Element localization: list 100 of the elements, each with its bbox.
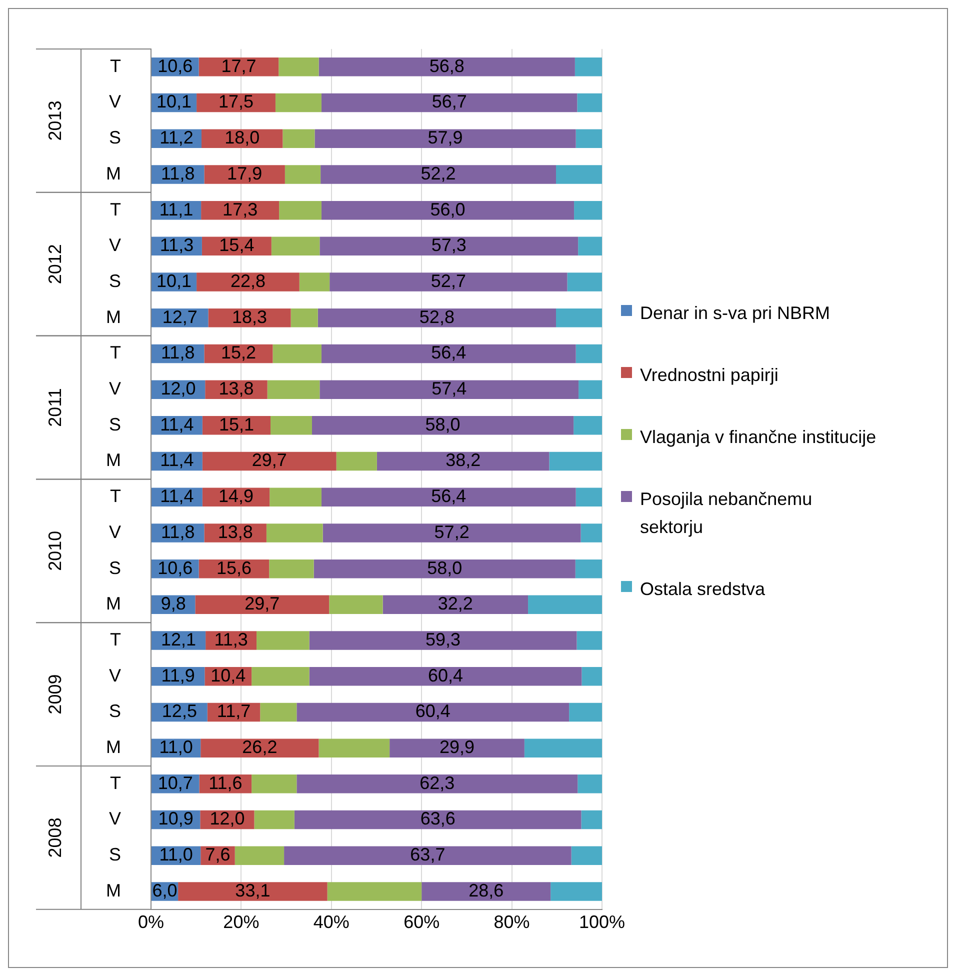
data-label: 15,2 — [220, 342, 256, 363]
data-label: 10,6 — [158, 558, 193, 578]
data-label: 13,8 — [218, 378, 254, 399]
legend-label: Posojila nebančnemu sektorju — [640, 488, 814, 539]
data-label: 29,7 — [244, 594, 280, 614]
bar — [314, 129, 576, 148]
bar — [321, 344, 576, 364]
data-label: 11,7 — [216, 701, 251, 722]
data-label: 11,4 — [160, 486, 194, 506]
bar — [578, 774, 602, 794]
data-label: 56,7 — [432, 92, 467, 112]
data-label: 17,3 — [222, 199, 258, 220]
data-label: 12,0 — [160, 378, 196, 399]
bar — [267, 380, 320, 399]
y-tick-label: M — [106, 737, 121, 758]
data-label: 38,2 — [446, 450, 481, 470]
data-label: 12,7 — [162, 306, 198, 327]
y-tick-label: V — [108, 665, 121, 686]
bar — [578, 236, 602, 256]
bar — [581, 810, 602, 830]
bar — [234, 846, 284, 865]
y-tick-label: S — [108, 558, 121, 578]
bar — [270, 416, 312, 435]
data-label: 22,8 — [230, 270, 266, 291]
bar — [578, 380, 602, 399]
data-label: 59,3 — [425, 629, 461, 650]
y-tick-label: M — [106, 306, 121, 327]
bar — [330, 272, 568, 292]
data-label: 18,0 — [224, 128, 260, 148]
bar — [390, 738, 524, 758]
data-label: 11,1 — [159, 199, 194, 220]
data-label: 57,2 — [434, 522, 470, 542]
y-tick-label: T — [110, 629, 121, 650]
data-label: 56,4 — [431, 342, 466, 363]
bar — [321, 200, 574, 220]
data-label: 57,9 — [428, 128, 463, 148]
bar — [254, 810, 294, 830]
bar — [550, 882, 602, 901]
bar — [284, 165, 321, 184]
y-tick-label: T — [110, 199, 121, 220]
data-label: 10,7 — [158, 772, 193, 793]
data-label: 14,9 — [218, 486, 254, 506]
y-tick-label: V — [108, 235, 121, 256]
bar — [574, 200, 602, 220]
data-label: 10,4 — [210, 665, 246, 686]
data-label: 52,2 — [420, 163, 456, 184]
bar — [318, 308, 556, 328]
bar — [320, 165, 556, 184]
data-label: 11,4 — [160, 414, 194, 434]
data-label: 57,4 — [432, 378, 467, 399]
data-label: 11,3 — [160, 235, 194, 256]
bar — [314, 559, 576, 578]
y-tick-label: V — [108, 808, 121, 829]
data-label: 9,8 — [160, 594, 186, 614]
y-tick-label: S — [108, 844, 121, 865]
data-label: 15,1 — [218, 414, 254, 434]
legend-label: Vrednostni papirji — [640, 364, 780, 387]
data-label: 12,1 — [161, 629, 196, 650]
bar — [299, 272, 330, 292]
data-label: 56,8 — [429, 56, 464, 76]
bar — [576, 129, 602, 148]
bar — [556, 308, 602, 328]
data-label: 17,9 — [227, 163, 262, 184]
data-label: 11,4 — [160, 450, 194, 470]
bar — [336, 452, 377, 471]
text: 2008 — [44, 818, 65, 858]
bar — [571, 846, 602, 865]
y-tick-label: T — [110, 342, 121, 363]
bar — [422, 882, 551, 901]
data-label: 58,0 — [427, 558, 462, 578]
bar — [575, 559, 602, 578]
bar — [321, 93, 578, 112]
bar — [270, 488, 322, 506]
y-tick-label: S — [108, 270, 121, 291]
data-label: 52,8 — [419, 306, 454, 327]
bar — [327, 882, 422, 901]
bar — [278, 58, 319, 76]
bar — [309, 631, 577, 650]
bar — [296, 702, 570, 722]
y-tick-label: V — [108, 378, 121, 399]
data-label: 17,5 — [218, 92, 254, 112]
bar — [272, 344, 322, 364]
data-label: 6,0 — [152, 880, 178, 900]
bar — [269, 559, 314, 578]
bar — [322, 524, 581, 542]
bar — [282, 129, 315, 148]
bar — [195, 595, 330, 614]
data-label: 57,3 — [431, 235, 466, 256]
bar — [178, 882, 328, 901]
data-label: 60,4 — [428, 665, 464, 686]
data-label: 33,1 — [235, 880, 270, 900]
data-label: 11,0 — [159, 844, 193, 865]
text: 2011 — [44, 388, 65, 427]
data-label: 29,7 — [252, 450, 287, 470]
data-label: 63,6 — [420, 808, 456, 829]
bar — [329, 595, 383, 614]
bar — [576, 631, 602, 650]
x-tick-label: 40% — [313, 912, 350, 932]
data-label: 11,8 — [161, 522, 195, 542]
bar — [556, 165, 602, 184]
